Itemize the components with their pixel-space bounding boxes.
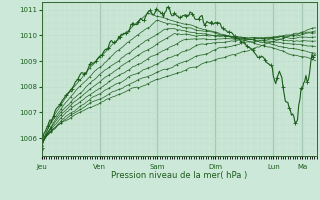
X-axis label: Pression niveau de la mer( hPa ): Pression niveau de la mer( hPa ) [111,171,247,180]
